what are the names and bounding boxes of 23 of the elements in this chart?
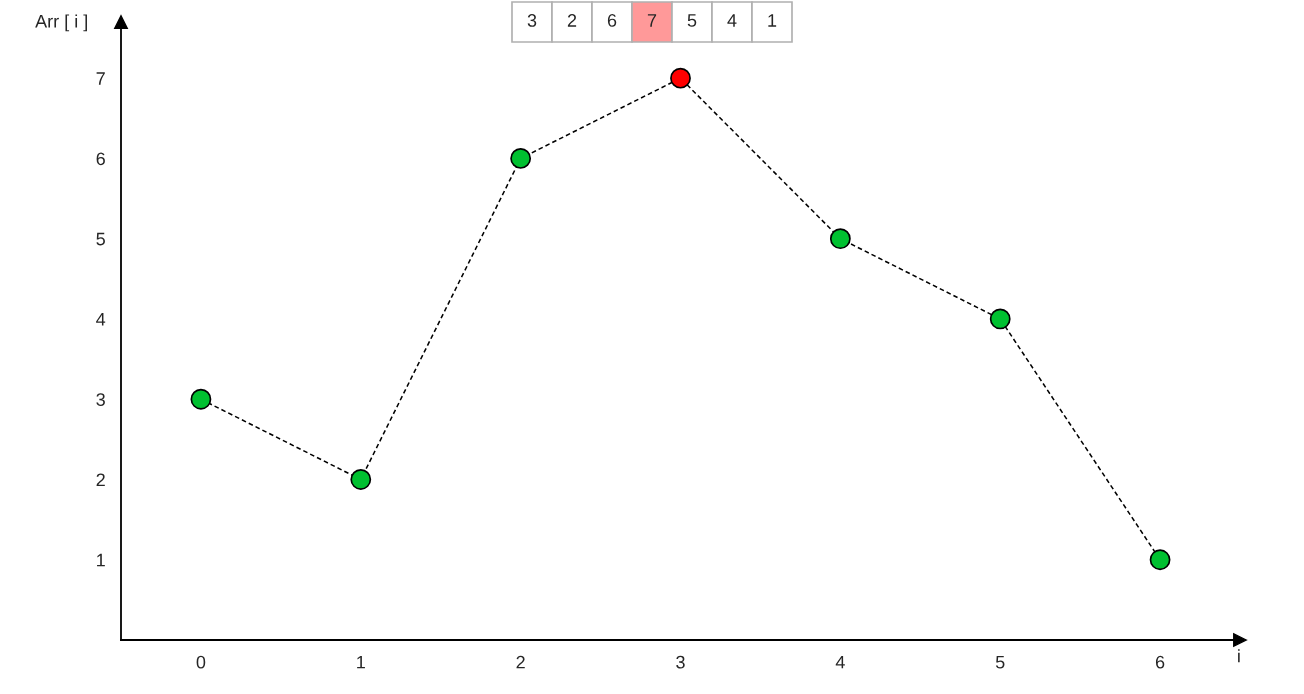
annotation: 6	[607, 14, 617, 27]
y-tick-label: 3	[96, 393, 105, 406]
annotation: 3	[527, 14, 537, 27]
x-tick-label: 2	[516, 655, 525, 669]
x-tick-label: 5	[995, 655, 1005, 669]
x-tick-label: 3	[676, 655, 685, 669]
annotation: 4	[727, 14, 737, 27]
y-tick-label: 1	[97, 553, 105, 567]
annotation: 1	[768, 14, 777, 27]
annotation: 7	[647, 14, 657, 27]
x-tick-label: 1	[357, 655, 365, 669]
y-tick-label: 4	[96, 313, 106, 326]
y-tick-label: 5	[96, 232, 105, 246]
annotation: 5	[687, 14, 697, 27]
x-tick-label: 4	[835, 655, 845, 669]
y-tick-label: 7	[96, 72, 105, 85]
y-tick-label: 6	[96, 152, 105, 166]
x-axis-title: i	[1238, 649, 1240, 663]
annotation: 2	[567, 14, 577, 27]
y-axis-title: Arr [ i ]	[35, 14, 87, 32]
x-tick-label: 6	[1155, 655, 1165, 669]
x-tick-label: 0	[196, 655, 206, 669]
y-tick-label: 2	[96, 473, 105, 487]
